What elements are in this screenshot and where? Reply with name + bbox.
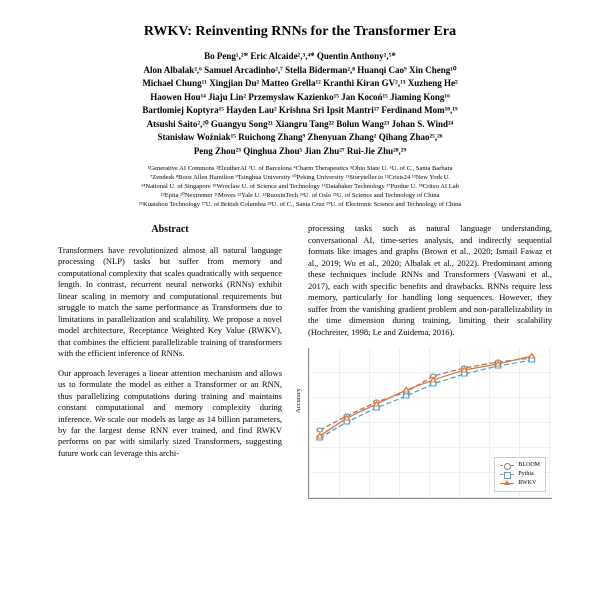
accuracy-chart: Accuracy BLOOMPythiaRWKV [308,348,552,499]
left-column: Abstract Transformers have revolutionize… [48,223,292,499]
authors-block: Bo Peng¹,²* Eric Alcaide²,³,⁴* Quentin A… [48,50,552,158]
abstract-heading: Abstract [48,223,292,237]
chart-legend: BLOOMPythiaRWKV [494,457,546,492]
affiliations-block: ¹Generative AI Commons ²EleutherAI ³U. o… [48,164,552,209]
abstract-para-2: Our approach leverages a linear attentio… [58,368,282,460]
intro-para: processing tasks such as natural languag… [308,223,552,338]
right-column: processing tasks such as natural languag… [308,223,552,499]
abstract-para-1: Transformers have revolutionized almost … [58,245,282,360]
chart-ylabel: Accuracy [295,388,304,413]
paper-title: RWKV: Reinventing RNNs for the Transform… [48,24,552,40]
